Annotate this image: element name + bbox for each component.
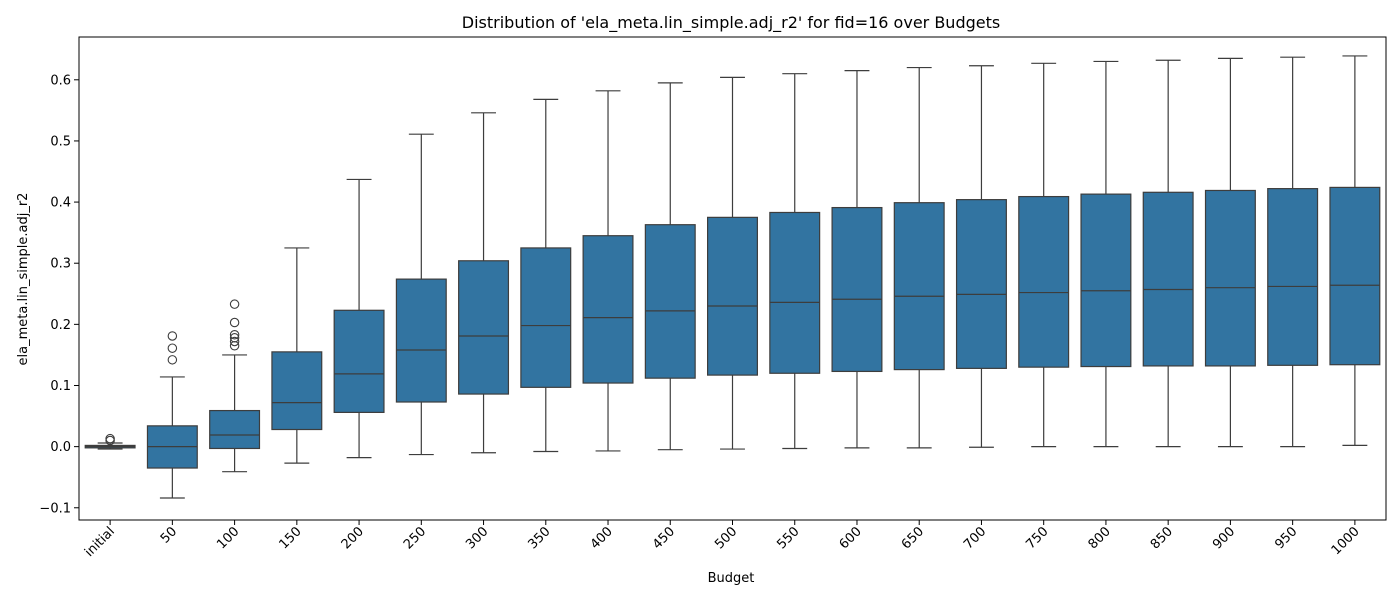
x-tick-label: 550 bbox=[774, 524, 802, 552]
outlier-point bbox=[167, 355, 178, 365]
box-450 bbox=[644, 82, 696, 451]
x-tick-label: 400 bbox=[588, 524, 616, 552]
iqr-box bbox=[644, 224, 696, 379]
x-tick-label: 950 bbox=[1272, 524, 1300, 552]
y-tick-label: 0.6 bbox=[50, 73, 71, 88]
x-tick-label: 800 bbox=[1086, 524, 1114, 552]
x-tick-label: 250 bbox=[401, 524, 429, 552]
box-900 bbox=[1204, 57, 1256, 448]
iqr-box bbox=[1329, 186, 1381, 366]
iqr-box bbox=[1267, 188, 1319, 366]
outlier-point bbox=[229, 329, 240, 340]
x-tick-label: 700 bbox=[961, 524, 989, 552]
y-axis-label: ela_meta.lin_simple.adj_r2 bbox=[16, 193, 31, 366]
x-tick-label: 100 bbox=[214, 524, 242, 552]
x-tick-label: 450 bbox=[650, 524, 678, 552]
box-150 bbox=[271, 247, 323, 464]
x-tick-label: 750 bbox=[1023, 524, 1051, 552]
y-tick-label: 0.1 bbox=[50, 379, 71, 394]
iqr-box bbox=[707, 216, 758, 376]
x-tick-label: 500 bbox=[712, 524, 740, 552]
y-tick-label: 0.4 bbox=[50, 196, 71, 211]
iqr-box bbox=[1204, 189, 1256, 367]
plot-area: −0.1 0.0 0.1 0.2 0.3 0.4 0.5 0.6 initial 50 100 150… bbox=[39, 36, 1387, 560]
x-tick-label: 350 bbox=[525, 524, 553, 552]
outlier-point bbox=[167, 331, 178, 341]
box-850 bbox=[1142, 59, 1194, 448]
y-tick-label: 0.3 bbox=[50, 257, 71, 272]
iqr-box bbox=[1080, 193, 1132, 368]
box-600 bbox=[831, 70, 883, 449]
box-500 bbox=[707, 76, 758, 450]
iqr-box bbox=[395, 278, 447, 403]
box-300 bbox=[458, 112, 510, 454]
x-tick-label: 150 bbox=[276, 524, 304, 552]
outlier-point bbox=[229, 299, 240, 309]
iqr-box bbox=[271, 351, 323, 431]
iqr-box bbox=[955, 199, 1007, 369]
x-tick-label: 1000 bbox=[1329, 524, 1363, 558]
y-tick-label: 0.0 bbox=[50, 440, 71, 455]
box-250 bbox=[395, 133, 447, 456]
box-200 bbox=[333, 178, 385, 459]
iqr-box bbox=[582, 235, 634, 384]
iqr-box bbox=[520, 247, 572, 388]
chart-title: Distribution of 'ela_meta.lin_simple.adj… bbox=[462, 13, 1000, 33]
box-1000 bbox=[1329, 55, 1381, 447]
x-tick-label: 600 bbox=[837, 524, 865, 552]
x-tick-label: initial bbox=[82, 524, 118, 560]
iqr-box bbox=[893, 202, 945, 371]
iqr-box bbox=[333, 309, 385, 413]
iqr-box bbox=[1018, 195, 1070, 368]
y-tick-label: −0.1 bbox=[39, 501, 71, 516]
x-tick-label: 850 bbox=[1148, 524, 1176, 552]
iqr-box bbox=[458, 260, 510, 395]
outlier-point bbox=[229, 333, 240, 343]
iqr-box bbox=[769, 211, 821, 374]
x-tick-label: 900 bbox=[1210, 524, 1238, 552]
outlier-point bbox=[167, 343, 178, 353]
outlier-point bbox=[229, 336, 240, 347]
box-initial bbox=[84, 433, 136, 450]
outlier-point bbox=[229, 317, 240, 328]
box-650 bbox=[893, 66, 945, 449]
box-400 bbox=[582, 90, 634, 452]
box-800 bbox=[1080, 60, 1132, 448]
x-tick-label: 300 bbox=[463, 524, 491, 552]
y-tick-label: 0.2 bbox=[50, 318, 71, 333]
x-tick-label: 50 bbox=[158, 524, 180, 546]
outlier-point bbox=[105, 433, 115, 444]
box-950 bbox=[1267, 56, 1319, 448]
x-tick-label: 650 bbox=[899, 524, 927, 552]
box-700 bbox=[955, 65, 1007, 448]
box-50 bbox=[146, 331, 198, 499]
x-axis-label: Budget bbox=[708, 571, 755, 586]
iqr-box bbox=[1142, 191, 1194, 367]
iqr-box bbox=[831, 206, 883, 373]
box-750 bbox=[1018, 62, 1070, 448]
iqr-box bbox=[209, 409, 261, 450]
x-tick-label: 200 bbox=[339, 524, 367, 552]
box-550 bbox=[769, 73, 821, 450]
box-100 bbox=[209, 299, 261, 473]
y-tick-label: 0.5 bbox=[50, 134, 71, 149]
box-350 bbox=[520, 98, 572, 453]
